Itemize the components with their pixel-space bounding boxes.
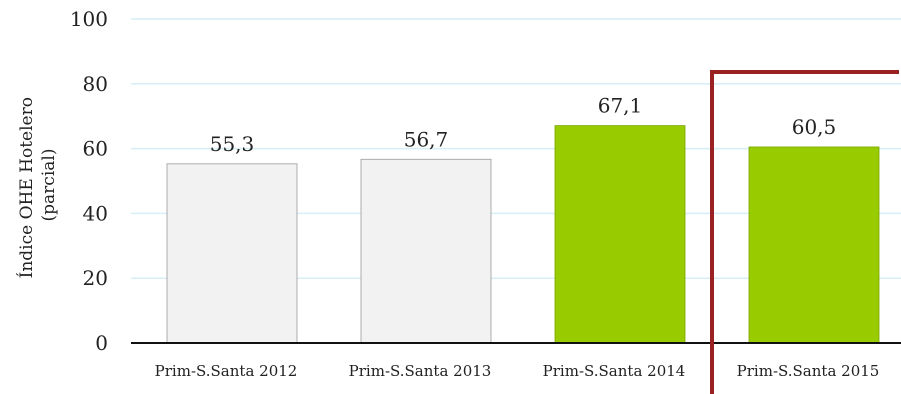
- bar: [748, 146, 880, 344]
- y-axis-title: Índice OHE Hotelero (parcial): [16, 92, 59, 279]
- data-label: 55,3: [210, 132, 255, 156]
- y-axis-title-line-2: (parcial): [39, 149, 59, 222]
- y-tick-label: 60: [83, 137, 108, 161]
- data-label: 56,7: [404, 127, 449, 151]
- y-tick-labels: 0 20 40 60 80 100: [70, 7, 108, 355]
- category-labels: Prim-S.Santa 2012 Prim-S.Santa 2013 Prim-S…: [155, 362, 880, 380]
- highlight-frame: [710, 70, 899, 394]
- category-label: Prim-S.Santa 2012: [155, 362, 298, 380]
- bar: [166, 163, 298, 344]
- y-tick-label: 0: [95, 331, 108, 355]
- data-label: 60,5: [792, 115, 837, 139]
- data-label: 67,1: [598, 94, 643, 118]
- y-tick-label: 20: [83, 266, 108, 290]
- y-axis-title-line-1: Índice OHE Hotelero: [16, 97, 37, 278]
- y-tick-label: 80: [83, 72, 108, 96]
- y-tick-label: 40: [83, 201, 108, 225]
- bar: [360, 158, 492, 344]
- category-label: Prim-S.Santa 2014: [543, 362, 686, 380]
- data-labels: 55,3 56,7 67,1 60,5: [210, 94, 837, 156]
- bar: [554, 125, 686, 344]
- category-label: Prim-S.Santa 2015: [737, 362, 880, 380]
- category-label: Prim-S.Santa 2013: [349, 362, 492, 380]
- bars: [166, 125, 880, 344]
- y-tick-label: 100: [70, 7, 108, 31]
